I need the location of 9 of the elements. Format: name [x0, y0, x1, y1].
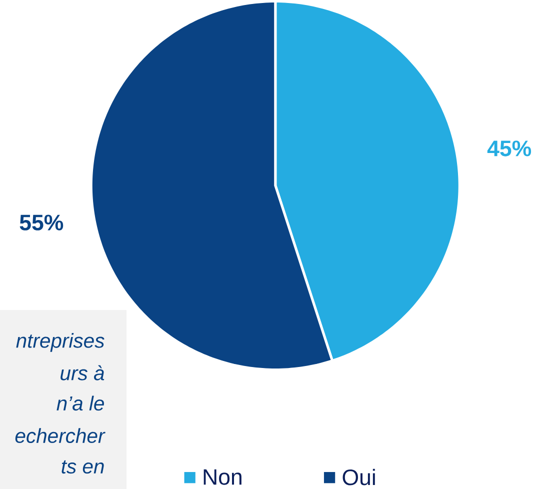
legend-label: Non: [204, 469, 242, 485]
text: urs à: [60, 365, 104, 380]
text: n’a le: [56, 396, 104, 410]
data-label: 55%: [20, 214, 64, 230]
text: ts en: [62, 460, 104, 474]
legend-label: Oui: [342, 468, 375, 486]
data-label: 45%: [487, 140, 532, 156]
text: ntreprises: [16, 332, 104, 352]
text: echercher: [15, 428, 106, 443]
